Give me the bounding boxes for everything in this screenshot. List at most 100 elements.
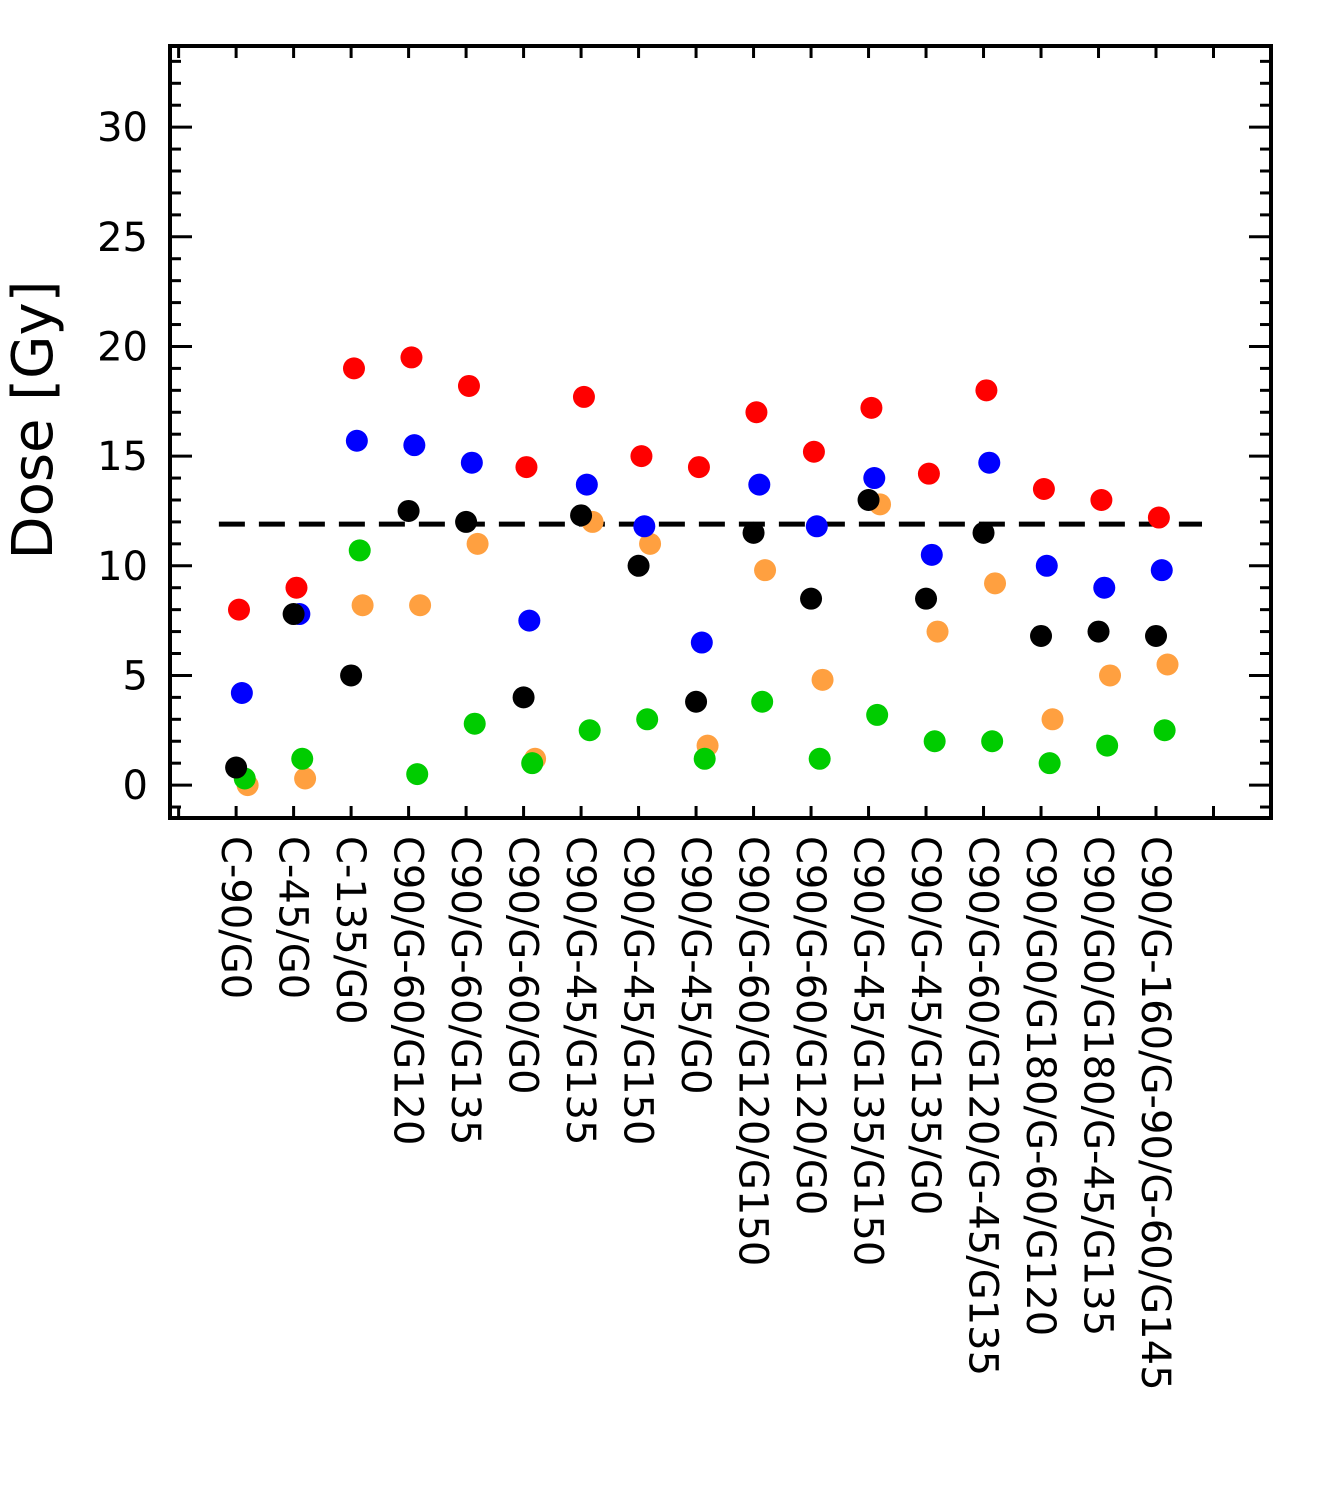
category-label: C90/G-60/G120/G150 bbox=[730, 836, 776, 1266]
data-point bbox=[227, 598, 250, 621]
category-label: C-45/G0 bbox=[270, 836, 316, 999]
data-point bbox=[627, 554, 650, 577]
data-point bbox=[1096, 734, 1119, 757]
data-point bbox=[282, 603, 305, 626]
data-point bbox=[811, 668, 834, 691]
category-label: C90/G-60/G0 bbox=[500, 836, 546, 1095]
data-point bbox=[630, 445, 653, 468]
y-tick-label: 30 bbox=[97, 105, 148, 151]
data-point bbox=[751, 690, 774, 713]
data-point bbox=[808, 747, 831, 770]
data-point bbox=[521, 752, 544, 775]
y-tick-labels: 0 5 10 15 20 25 30 bbox=[97, 105, 148, 809]
data-point bbox=[460, 451, 483, 474]
data-point bbox=[400, 346, 423, 369]
data-point bbox=[923, 730, 946, 753]
data-point bbox=[342, 357, 365, 380]
data-point bbox=[1035, 554, 1058, 577]
data-point bbox=[457, 374, 480, 397]
data-point bbox=[633, 515, 656, 538]
category-label: C90/G-60/G120/G0 bbox=[787, 836, 833, 1215]
data-point bbox=[515, 456, 538, 479]
data-point bbox=[748, 473, 771, 496]
data-point bbox=[863, 467, 886, 490]
data-point bbox=[285, 576, 308, 599]
category-labels: C-90/G0 C-45/G0 C-135/G0 C90/G-60/G120 C90/G… bbox=[212, 836, 1178, 1391]
category-label: C90/G-60/G120/G-45/G135 bbox=[960, 836, 1006, 1376]
data-point bbox=[1153, 719, 1176, 742]
data-point bbox=[351, 594, 374, 617]
data-point bbox=[466, 532, 489, 555]
data-point bbox=[575, 473, 598, 496]
y-tick-label: 10 bbox=[97, 544, 148, 590]
data-point bbox=[1090, 488, 1113, 511]
category-label: C90/G-45/G135 bbox=[557, 836, 603, 1145]
data-point bbox=[1145, 624, 1168, 647]
y-tick-label: 0 bbox=[123, 763, 148, 809]
data-point bbox=[570, 504, 593, 527]
data-point bbox=[860, 396, 883, 419]
data-point bbox=[1030, 624, 1053, 647]
data-point bbox=[409, 594, 432, 617]
data-point bbox=[920, 543, 943, 566]
data-point bbox=[745, 401, 768, 424]
data-point bbox=[455, 510, 478, 533]
data-point bbox=[866, 703, 889, 726]
category-label: C90/G0/G180/G-60/G120 bbox=[1017, 836, 1063, 1336]
y-tick-label: 25 bbox=[97, 215, 148, 261]
category-label: C90/G-60/G135 bbox=[442, 836, 488, 1145]
category-label: C90/G-45/G150 bbox=[615, 836, 661, 1145]
category-label: C90/G-160/G-90/G-60/G145 bbox=[1132, 836, 1178, 1391]
data-point bbox=[754, 559, 777, 582]
data-point bbox=[636, 708, 659, 731]
data-point bbox=[857, 488, 880, 511]
data-point bbox=[915, 587, 938, 610]
data-point bbox=[805, 515, 828, 538]
data-point bbox=[1038, 752, 1061, 775]
y-axis-ticks bbox=[170, 59, 1271, 809]
data-point bbox=[1099, 664, 1122, 687]
data-point bbox=[690, 631, 713, 654]
data-point bbox=[397, 499, 420, 522]
data-point bbox=[926, 620, 949, 643]
data-point bbox=[685, 690, 708, 713]
y-tick-label: 15 bbox=[97, 434, 148, 480]
data-point bbox=[972, 521, 995, 544]
plot-frame bbox=[168, 44, 1273, 820]
x-axis-ticks bbox=[177, 46, 1216, 818]
category-label: C90/G-60/G120 bbox=[385, 836, 431, 1145]
y-axis-title: Dose [Gy] bbox=[1, 280, 66, 559]
data-point bbox=[572, 385, 595, 408]
data-point bbox=[340, 664, 363, 687]
category-label: C90/G0/G180/G-45/G135 bbox=[1075, 836, 1121, 1336]
data-point bbox=[406, 763, 429, 786]
data-point bbox=[463, 712, 486, 735]
data-point bbox=[1156, 653, 1179, 676]
category-label: C90/G-45/G135/G150 bbox=[845, 836, 891, 1266]
data-point bbox=[978, 451, 1001, 474]
data-point bbox=[981, 730, 1004, 753]
y-tick-label: 20 bbox=[97, 324, 148, 370]
data-point bbox=[294, 767, 317, 790]
data-point bbox=[403, 434, 426, 457]
data-point bbox=[1093, 576, 1116, 599]
data-point bbox=[1087, 620, 1110, 643]
data-point bbox=[230, 681, 253, 704]
category-label: C90/G-45/G135/G0 bbox=[902, 836, 948, 1215]
data-point bbox=[800, 587, 823, 610]
data-point bbox=[291, 747, 314, 770]
data-point bbox=[1147, 506, 1170, 529]
data-point bbox=[1041, 708, 1064, 731]
data-point bbox=[693, 747, 716, 770]
data-point bbox=[1150, 559, 1173, 582]
category-label: C90/G-45/G0 bbox=[672, 836, 718, 1095]
category-label: C-90/G0 bbox=[212, 836, 258, 999]
data-point bbox=[975, 379, 998, 402]
data-point bbox=[1032, 478, 1055, 501]
data-point bbox=[348, 539, 371, 562]
data-point bbox=[345, 429, 368, 452]
data-point bbox=[518, 609, 541, 632]
data-point bbox=[742, 521, 765, 544]
data-point bbox=[984, 572, 1007, 595]
